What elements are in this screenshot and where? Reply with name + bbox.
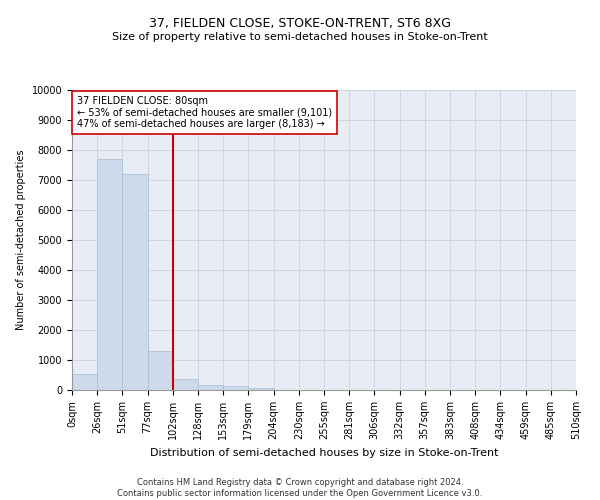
Bar <box>148 351 173 390</box>
Bar <box>223 386 248 390</box>
Bar <box>72 374 97 390</box>
Bar <box>248 388 274 390</box>
Bar <box>97 159 122 390</box>
Text: 37 FIELDEN CLOSE: 80sqm
← 53% of semi-detached houses are smaller (9,101)
47% of: 37 FIELDEN CLOSE: 80sqm ← 53% of semi-de… <box>77 96 332 129</box>
Y-axis label: Number of semi-detached properties: Number of semi-detached properties <box>16 150 26 330</box>
Bar <box>173 378 198 390</box>
X-axis label: Distribution of semi-detached houses by size in Stoke-on-Trent: Distribution of semi-detached houses by … <box>150 448 498 458</box>
Text: Contains HM Land Registry data © Crown copyright and database right 2024.
Contai: Contains HM Land Registry data © Crown c… <box>118 478 482 498</box>
Bar <box>122 174 148 390</box>
Bar <box>198 385 223 390</box>
Text: Size of property relative to semi-detached houses in Stoke-on-Trent: Size of property relative to semi-detach… <box>112 32 488 42</box>
Text: 37, FIELDEN CLOSE, STOKE-ON-TRENT, ST6 8XG: 37, FIELDEN CLOSE, STOKE-ON-TRENT, ST6 8… <box>149 18 451 30</box>
